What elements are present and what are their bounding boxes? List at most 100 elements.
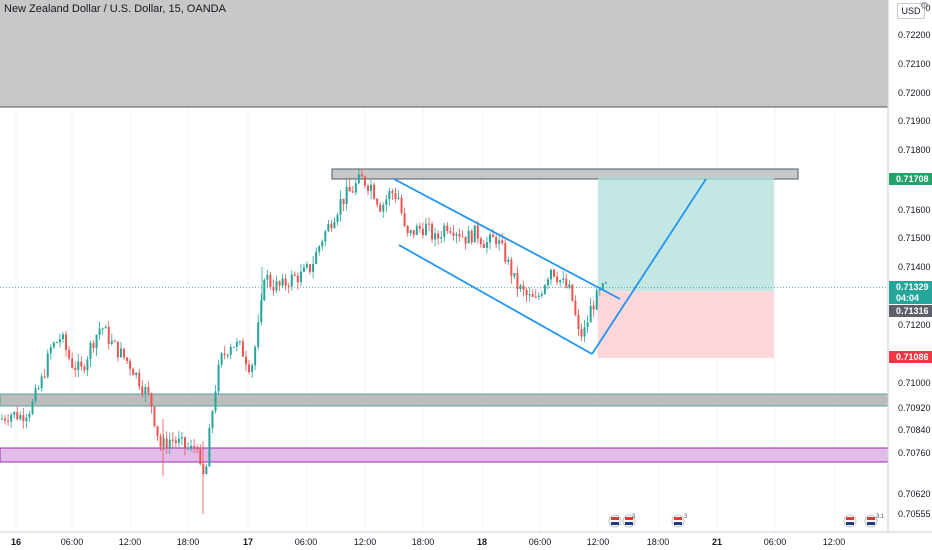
candle-body (153, 406, 156, 427)
candle-body (312, 263, 315, 272)
candle-body (507, 259, 510, 262)
candle-body (83, 366, 86, 371)
event-flag-stripe (674, 520, 682, 522)
price-tick: 0.70760 (898, 448, 931, 458)
candle-body (104, 326, 107, 329)
candle-body (315, 251, 318, 264)
candle-body (107, 326, 110, 344)
candle-body (180, 437, 183, 439)
candle-body (196, 447, 199, 450)
candle-body (132, 368, 135, 376)
candle-body (522, 285, 525, 290)
candle-body (357, 174, 360, 184)
candle-body (510, 259, 513, 277)
candle-body (556, 276, 559, 283)
candle-body (34, 388, 37, 402)
candle-body (37, 388, 40, 390)
candle-body (479, 238, 482, 244)
candle-body (49, 347, 52, 354)
economic-events[interactable]: 33 3.1 (608, 514, 885, 528)
event-count: 3 (684, 514, 688, 520)
channel-upper-line (393, 178, 621, 300)
price-tick: 0.72100 (898, 59, 931, 69)
candle-body (434, 233, 437, 240)
candle-body (116, 341, 119, 358)
price-tick: 0.71800 (898, 145, 931, 155)
candle-body (565, 278, 568, 288)
event-flag-stripe (625, 517, 633, 520)
candle-body (336, 214, 339, 223)
time-tick: 17 (243, 537, 253, 547)
candle-body (363, 176, 366, 186)
candle-body (25, 417, 28, 422)
purple-zone (0, 447, 889, 463)
candle-body (492, 234, 495, 238)
candle-body (16, 411, 19, 420)
price-axis[interactable]: 0.723000.722000.721000.720000.719000.718… (898, 3, 931, 519)
candle-body (382, 204, 385, 212)
symbol-title: New Zealand Dollar / U.S. Dollar, 15, OA… (4, 3, 226, 15)
candle-body (171, 439, 174, 441)
candle-body (7, 420, 10, 422)
price-tick: 0.70555 (898, 509, 931, 519)
candle-body (257, 322, 260, 347)
candle-body (473, 225, 476, 243)
candle-body (119, 348, 122, 358)
candle-body (199, 449, 202, 465)
candle-body (22, 415, 25, 422)
projection-line (591, 178, 707, 355)
candle-body (113, 340, 116, 342)
candle-body (43, 376, 46, 378)
candle-body (58, 339, 61, 343)
price-tick: 0.71400 (898, 262, 931, 272)
candle-body (309, 264, 312, 272)
time-tick: 12:00 (354, 537, 377, 547)
candle-body (604, 282, 607, 284)
candle-body (504, 243, 507, 262)
candle-body (559, 280, 562, 283)
channel-lower-line (398, 244, 593, 355)
candle-body (86, 359, 89, 371)
candle-body (525, 289, 528, 296)
candle-body (214, 391, 217, 412)
currency-button[interactable]: USD (897, 3, 925, 19)
last-price-tag: 0.71329 (896, 282, 929, 292)
candle-body (110, 340, 113, 344)
time-tick: 12:00 (119, 537, 142, 547)
candle-body (333, 222, 336, 229)
candle-body (193, 446, 196, 448)
candle-body (367, 185, 369, 191)
price-tick: 0.71000 (898, 378, 931, 388)
candle-body (489, 234, 491, 243)
candle-body (540, 293, 543, 296)
candle-body (598, 289, 601, 291)
time-axis[interactable]: 16 06:00 12:00 18:00 17 06:00 12:00 18:00 18 06:0… (11, 537, 845, 547)
candle-body (31, 401, 34, 414)
candle-body (281, 278, 284, 286)
candle-body (46, 353, 49, 377)
candle-body (162, 438, 165, 447)
candle-body (324, 231, 327, 242)
candle-body (101, 328, 104, 330)
candle-body (455, 233, 458, 236)
event-flag-stripe (846, 520, 854, 522)
candle-body (302, 267, 305, 272)
settings-icon[interactable]: ⚙ (920, 1, 929, 12)
candle-body (373, 184, 376, 199)
candle-body (217, 364, 220, 392)
candle-body (98, 328, 101, 335)
candle-body (89, 342, 92, 360)
candle-body (342, 198, 345, 204)
candle-body (458, 233, 461, 237)
candle-body (74, 367, 77, 371)
candle-body (415, 225, 418, 235)
countdown-tag-bg (889, 292, 932, 304)
candle-body (571, 284, 574, 301)
price-axis-bg[interactable] (888, 0, 932, 532)
candle-body (592, 305, 595, 310)
candle-body (543, 285, 546, 294)
price-tick: 0.72000 (898, 88, 931, 98)
candle-body (443, 225, 446, 238)
